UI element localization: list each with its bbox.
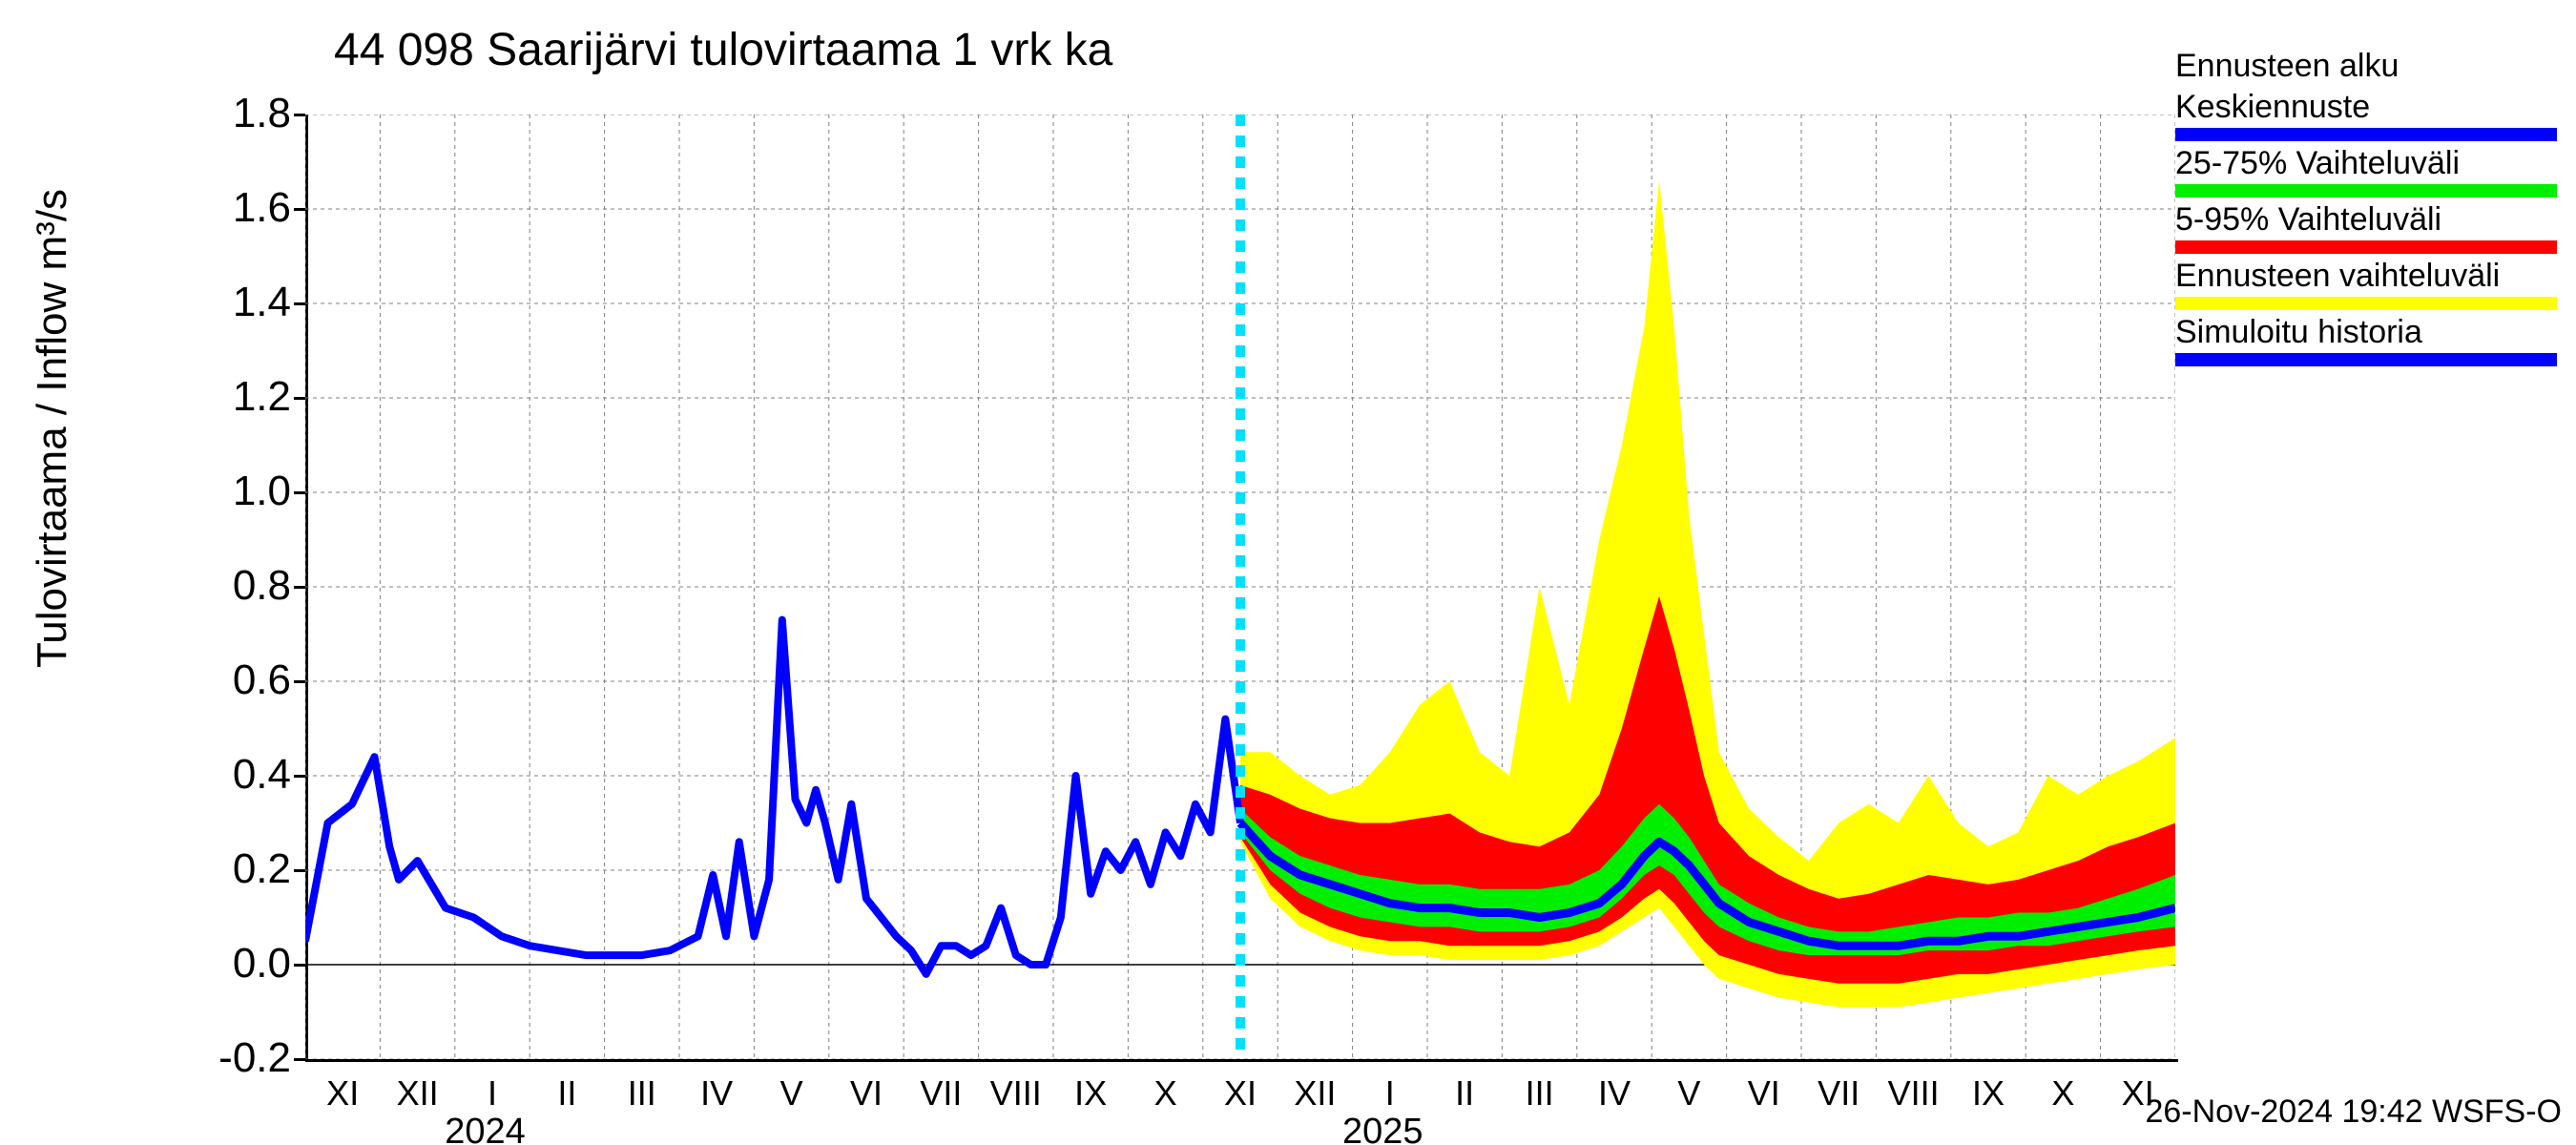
x-month-label: V — [1677, 1073, 1700, 1114]
y-tick-label: 1.6 — [177, 184, 291, 232]
legend-label: Keskiennuste — [2175, 89, 2557, 126]
legend-label: 5-95% Vaihteluväli — [2175, 201, 2557, 239]
x-month-label: I — [488, 1073, 497, 1114]
y-tick-label: -0.2 — [177, 1034, 291, 1082]
legend-item: 25-75% Vaihteluväli — [2175, 145, 2557, 198]
legend-swatch — [2175, 240, 2557, 254]
legend-item: Keskiennuste — [2175, 89, 2557, 141]
y-tick-label: 1.0 — [177, 468, 291, 515]
legend-label: 25-75% Vaihteluväli — [2175, 145, 2557, 182]
legend: Ennusteen alku Keskiennuste 25-75% Vaihtel… — [2175, 48, 2557, 370]
y-axis-label: Tulovirtaama / Inflow m³/s — [29, 189, 76, 668]
y-tick-label: 0.6 — [177, 656, 291, 704]
legend-label: Simuloitu historia — [2175, 314, 2557, 351]
legend-label: Ennusteen vaihteluväli — [2175, 258, 2557, 295]
legend-swatch — [2175, 184, 2557, 198]
legend-item: Simuloitu historia — [2175, 314, 2557, 366]
x-month-label: IX — [1074, 1073, 1107, 1114]
y-tick-label: 0.8 — [177, 562, 291, 610]
x-month-label: VIII — [1888, 1073, 1940, 1114]
timestamp-label: 26-Nov-2024 19:42 WSFS-O — [2145, 1093, 2562, 1131]
x-month-label: VI — [1748, 1073, 1780, 1114]
x-month-label: XI — [326, 1073, 359, 1114]
y-tick-label: 0.4 — [177, 751, 291, 799]
y-tick-label: 1.4 — [177, 279, 291, 326]
x-month-label: VI — [850, 1073, 883, 1114]
x-month-label: VII — [920, 1073, 962, 1114]
y-tick-label: 1.2 — [177, 373, 291, 421]
x-month-label: IX — [1972, 1073, 2005, 1114]
y-tick-label: 0.0 — [177, 940, 291, 988]
x-month-label: VIII — [990, 1073, 1042, 1114]
chart-container: { "chart": { "type": "line-band", "title… — [0, 0, 2576, 1145]
x-month-label: III — [1526, 1073, 1554, 1114]
chart-svg — [305, 114, 2175, 1059]
x-month-label: IV — [700, 1073, 733, 1114]
x-month-label: X — [2051, 1073, 2074, 1114]
legend-item: Ennusteen vaihteluväli — [2175, 258, 2557, 310]
legend-swatch — [2175, 128, 2557, 141]
x-month-label: I — [1385, 1073, 1395, 1114]
x-month-label: XII — [397, 1073, 439, 1114]
x-month-label: IV — [1598, 1073, 1631, 1114]
x-month-label: II — [557, 1073, 576, 1114]
legend-swatch — [2175, 297, 2557, 310]
x-month-label: VII — [1818, 1073, 1859, 1114]
x-month-label: V — [780, 1073, 803, 1114]
y-tick-label: 0.2 — [177, 845, 291, 893]
x-month-label: II — [1455, 1073, 1474, 1114]
legend-label: Ennusteen alku — [2175, 48, 2557, 85]
chart-title: 44 098 Saarijärvi tulovirtaama 1 vrk ka — [334, 24, 1112, 76]
legend-swatch — [2175, 353, 2557, 366]
legend-item: 5-95% Vaihteluväli — [2175, 201, 2557, 254]
x-year-label: 2024 — [445, 1112, 526, 1145]
x-month-label: XII — [1294, 1073, 1336, 1114]
x-month-label: III — [628, 1073, 656, 1114]
x-year-label: 2025 — [1342, 1112, 1423, 1145]
x-month-label: X — [1154, 1073, 1177, 1114]
legend-item: Ennusteen alku — [2175, 48, 2557, 85]
x-month-label: XI — [1224, 1073, 1257, 1114]
y-tick-label: 1.8 — [177, 90, 291, 137]
